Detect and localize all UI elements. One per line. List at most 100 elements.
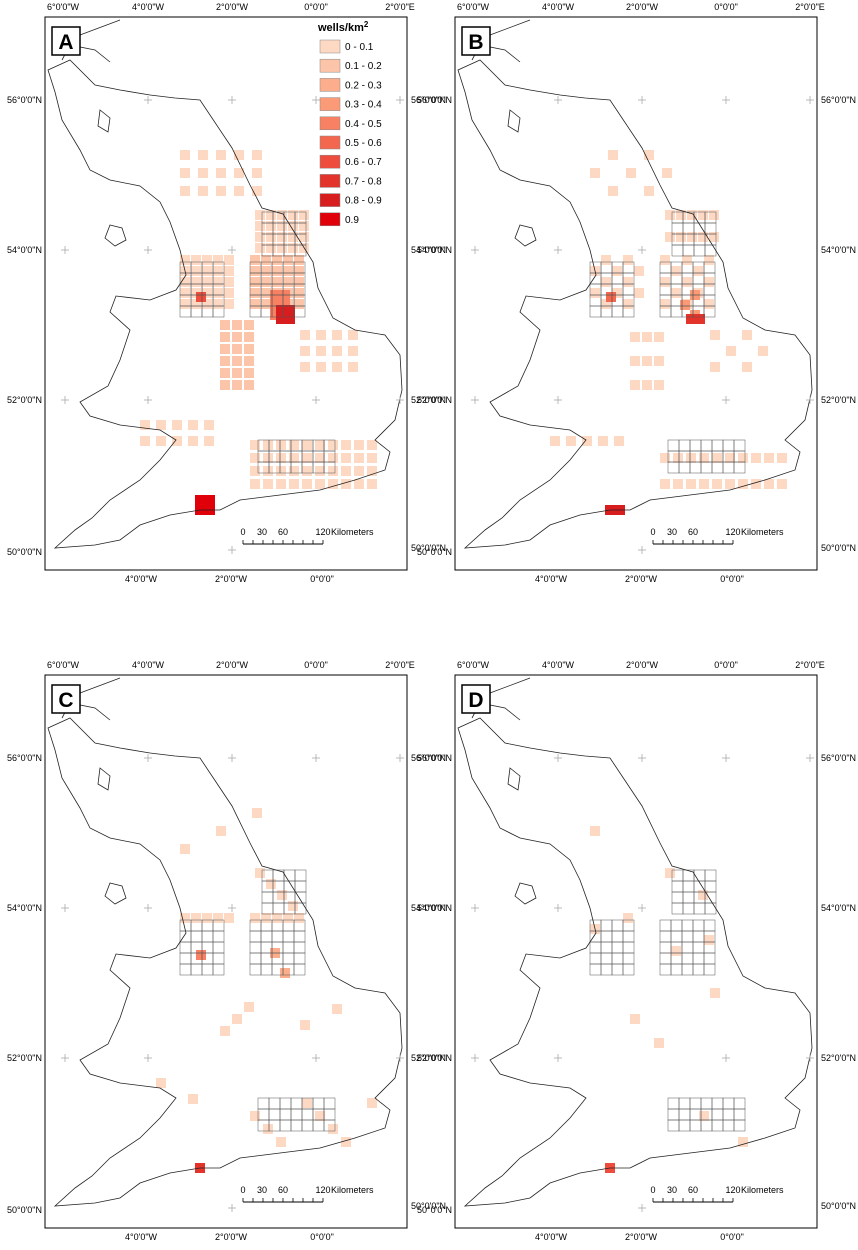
density-cell xyxy=(156,1078,166,1088)
density-cell xyxy=(709,210,719,220)
density-cell xyxy=(612,266,622,276)
licence-block xyxy=(700,1119,713,1132)
density-cell xyxy=(614,436,624,446)
density-cell xyxy=(220,1026,230,1036)
licence-block xyxy=(711,439,724,452)
density-cell xyxy=(180,168,190,178)
legend-label: 0.3 - 0.4 xyxy=(345,100,382,111)
panel-label-box xyxy=(51,26,81,56)
licence-block xyxy=(323,1108,336,1121)
density-cell xyxy=(277,210,287,220)
licence-block xyxy=(201,963,214,976)
density-cell xyxy=(673,479,683,489)
density-cell xyxy=(283,277,293,287)
density-cell xyxy=(213,255,223,265)
licence-block xyxy=(667,1119,680,1132)
density-cell xyxy=(234,186,244,196)
density-cell xyxy=(680,300,690,310)
density-cell xyxy=(686,314,696,324)
density-cell xyxy=(764,453,774,463)
coastline xyxy=(47,677,403,1207)
density-cell xyxy=(255,210,265,220)
density-cell xyxy=(300,1020,310,1030)
density-cell xyxy=(202,266,212,276)
density-cell xyxy=(288,210,298,220)
scale-label: 0 xyxy=(650,527,655,537)
density-cell xyxy=(266,221,276,231)
map-frame xyxy=(44,674,408,1229)
licence-block xyxy=(692,941,705,954)
density-cell xyxy=(662,168,672,178)
longitude-label: 6°0'0"W xyxy=(47,660,80,670)
map-frame xyxy=(44,16,408,571)
density-cell xyxy=(232,332,242,342)
density-cell xyxy=(216,826,226,836)
density-cell xyxy=(687,232,697,242)
density-cell xyxy=(263,466,273,476)
legend-label: 0.1 - 0.2 xyxy=(345,61,382,72)
licence-block xyxy=(179,952,192,965)
latitude-label: 52°0'0"N xyxy=(7,395,42,405)
legend-label: 0.8 - 0.9 xyxy=(345,196,382,207)
licence-block xyxy=(733,461,746,474)
density-cell xyxy=(255,243,265,253)
legend-swatch xyxy=(319,39,341,54)
density-cell xyxy=(234,168,244,178)
scale-label: 30 xyxy=(257,1185,267,1195)
licence-block xyxy=(271,930,284,943)
density-cell xyxy=(234,150,244,160)
density-cell xyxy=(315,466,325,476)
density-cell xyxy=(263,453,273,463)
density-cell xyxy=(367,1098,377,1108)
density-cell xyxy=(660,255,670,265)
density-cell xyxy=(354,440,364,450)
licence-block xyxy=(667,439,680,452)
density-cell xyxy=(300,362,310,372)
latitude-label: 50°0'0"N xyxy=(821,543,856,553)
density-cell xyxy=(367,453,377,463)
licence-block xyxy=(703,919,716,932)
density-cell xyxy=(277,243,287,253)
density-cell xyxy=(261,255,271,265)
density-cell xyxy=(642,356,652,366)
density-cell xyxy=(188,1094,198,1104)
density-cell xyxy=(742,330,752,340)
licence-block xyxy=(700,461,713,474)
density-cell xyxy=(671,946,681,956)
density-cell xyxy=(289,440,299,450)
density-cell xyxy=(266,232,276,242)
density-cell xyxy=(261,277,271,287)
density-cell xyxy=(198,168,208,178)
legend-swatch xyxy=(319,135,341,150)
density-cell xyxy=(699,479,709,489)
density-cell xyxy=(220,356,230,366)
latitude-label: 56°0'0"N xyxy=(411,753,446,763)
density-cell xyxy=(195,495,205,505)
density-cell xyxy=(232,368,242,378)
licence-block xyxy=(682,880,695,893)
licence-block xyxy=(589,952,602,965)
density-cell xyxy=(283,255,293,265)
density-cell xyxy=(682,277,692,287)
density-cell xyxy=(660,277,670,287)
density-cell xyxy=(738,453,748,463)
latitude-label: 52°0'0"N xyxy=(821,1053,856,1063)
density-cell xyxy=(764,479,774,489)
licence-block xyxy=(670,930,683,943)
licence-block xyxy=(268,1108,281,1121)
density-cell xyxy=(191,299,201,309)
density-cell xyxy=(676,232,686,242)
density-cell xyxy=(704,277,714,287)
latitude-label: 56°0'0"N xyxy=(411,95,446,105)
density-cell xyxy=(191,913,201,923)
licence-block xyxy=(589,305,602,318)
map-panel: 6°0'0"W 4°0'0"W 2°0'0"W 0°0'0" 2°0'0"E 4°0'0"… xyxy=(7,2,446,584)
density-cell xyxy=(626,168,636,178)
density-cell xyxy=(328,1124,338,1134)
density-cell xyxy=(250,913,260,923)
licence-block xyxy=(600,919,613,932)
density-cell xyxy=(191,266,201,276)
density-cell xyxy=(623,255,633,265)
density-cell xyxy=(673,453,683,463)
density-cell xyxy=(202,277,212,287)
